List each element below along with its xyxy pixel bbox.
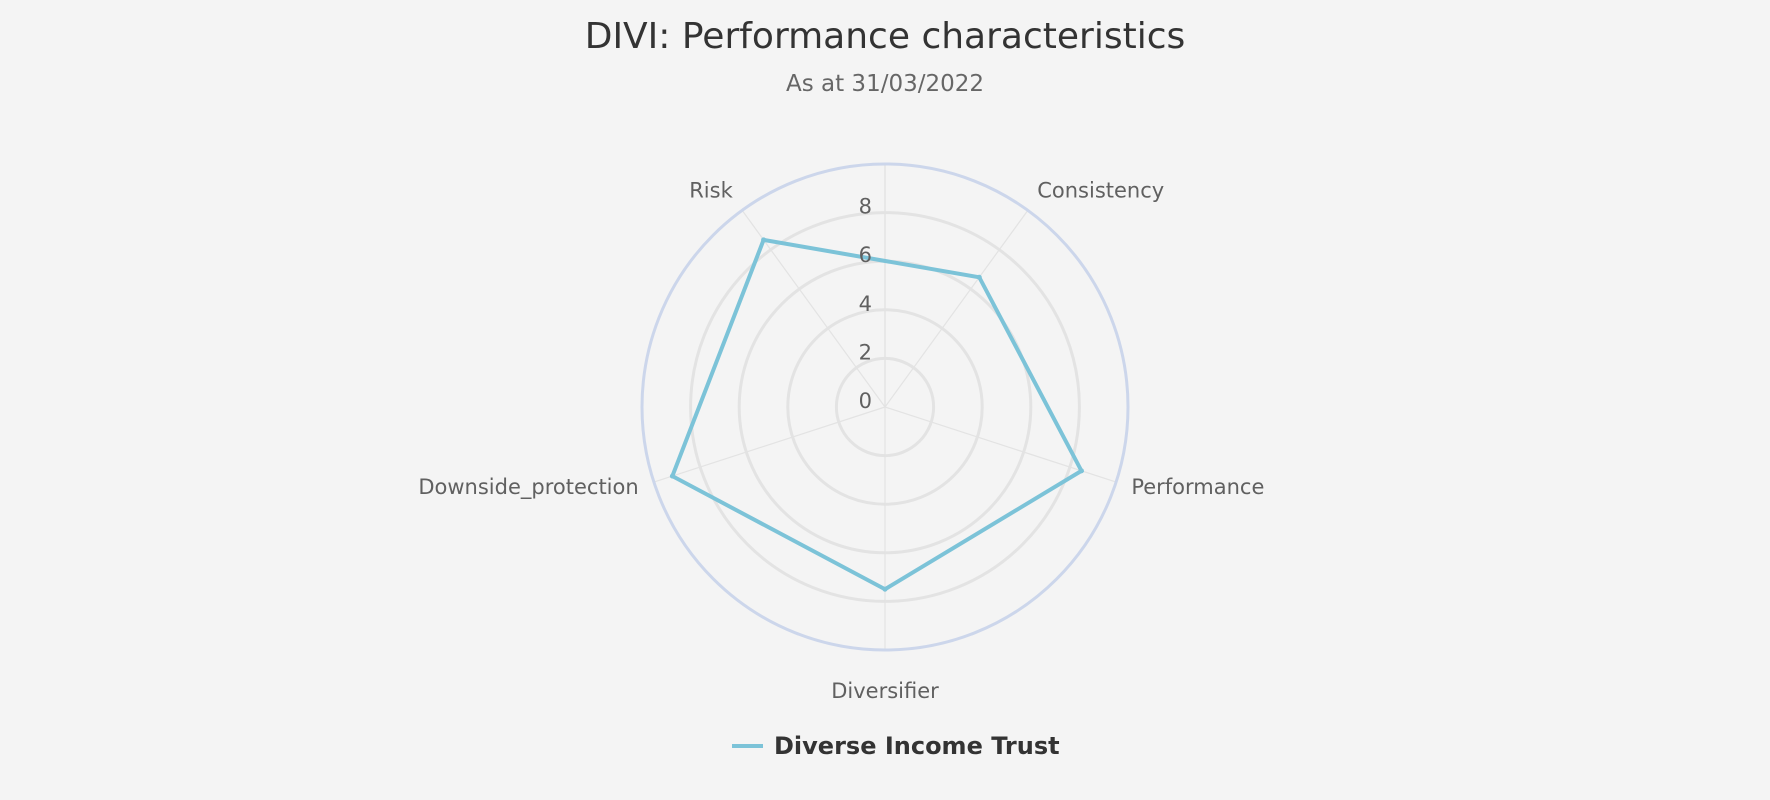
series-point [1078, 468, 1084, 474]
series-point [976, 274, 982, 280]
category-label: Diversifier [831, 679, 939, 703]
series-point [761, 237, 767, 243]
series-line [669, 237, 1085, 592]
tick-label: 6 [859, 243, 872, 267]
tick-label: 0 [859, 389, 872, 413]
series-layer [669, 237, 1085, 592]
series-point [882, 586, 888, 592]
grid-spoke-1 [884, 406, 1117, 483]
category-label: Risk [689, 178, 733, 202]
series-point [669, 473, 675, 479]
tick-label: 8 [859, 195, 872, 219]
grid-spoke-0 [884, 210, 1029, 408]
label-layer: 0 2 4 6 8 Consistency Performance Diversifier Do… [418, 178, 1264, 703]
grid-spoke-3 [653, 406, 886, 483]
category-label: Performance [1131, 475, 1264, 499]
legend-label[interactable]: Diverse Income Trust [774, 732, 1060, 760]
tick-label: 2 [859, 340, 872, 364]
tick-label: 4 [859, 292, 872, 316]
chart-subtitle: As at 31/03/2022 [786, 71, 984, 97]
chart-title: DIVI: Performance characteristics [585, 16, 1186, 57]
category-label: Downside_protection [418, 475, 638, 500]
grid-layer [640, 162, 1130, 652]
legend[interactable]: Diverse Income Trust [732, 732, 1060, 760]
category-label: Consistency [1037, 178, 1164, 202]
grid-spoke-4 [741, 210, 886, 408]
outer-ring [640, 162, 1130, 652]
